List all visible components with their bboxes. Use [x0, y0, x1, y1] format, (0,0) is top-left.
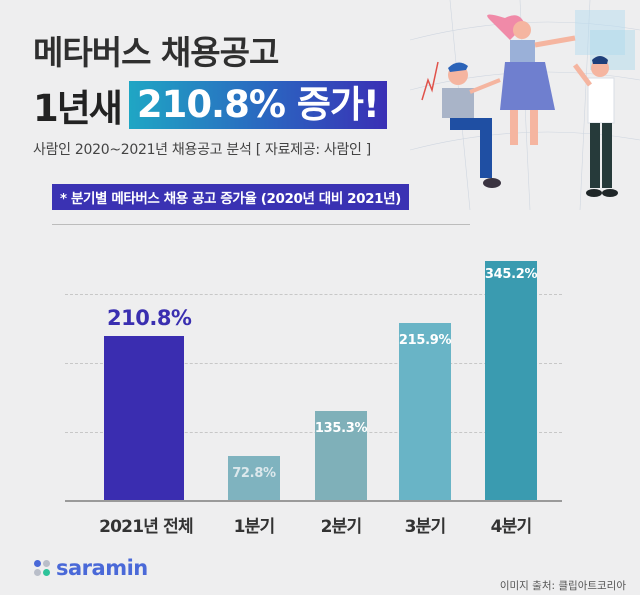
bar-value-label: 345.2%	[484, 267, 538, 282]
bar-q4: 345.2%	[485, 261, 537, 500]
bar-value-label: 135.3%	[314, 421, 368, 436]
logo-text: saramin	[56, 556, 148, 580]
headline-prefix: 1년새	[33, 87, 123, 130]
x-tick-label: 4분기	[490, 517, 533, 537]
x-axis	[65, 500, 562, 502]
x-tick-label: 1분기	[233, 517, 276, 537]
source-subtitle: 사람인 2020~2021년 채용공고 분석 [ 자료제공: 사람인 ]	[33, 142, 371, 158]
headline-subtitle: 1년새 210.8% 증가!	[33, 78, 387, 132]
logo-dots-icon	[34, 560, 50, 576]
x-tick-label: 2분기	[320, 517, 363, 537]
image-credit: 이미지 출처: 클립아트코리아	[499, 580, 626, 592]
gridline	[65, 294, 562, 295]
bar-value-label: 215.9%	[398, 333, 452, 348]
bar-value-label: 72.8%	[232, 466, 276, 481]
headline-title: 메타버스 채용공고	[33, 33, 279, 72]
chart-caption-tag: * 분기별 메타버스 채용 공고 증가율 (2020년 대비 2021년)	[52, 184, 409, 210]
divider	[52, 224, 470, 225]
bar-q2: 135.3%	[315, 411, 367, 500]
x-tick-label: 2021년 전체	[99, 517, 194, 537]
bar-total	[104, 336, 184, 500]
people-illustration	[410, 0, 640, 210]
gridline	[65, 363, 562, 364]
bar-q3: 215.9%	[399, 323, 451, 500]
bar-q1: 72.8%	[228, 456, 280, 500]
saramin-logo: saramin	[34, 556, 148, 580]
bar-value-label-total: 210.8%	[107, 306, 192, 330]
gridline	[65, 432, 562, 433]
x-tick-label: 3분기	[404, 517, 447, 537]
headline-highlight: 210.8% 증가!	[128, 81, 387, 129]
